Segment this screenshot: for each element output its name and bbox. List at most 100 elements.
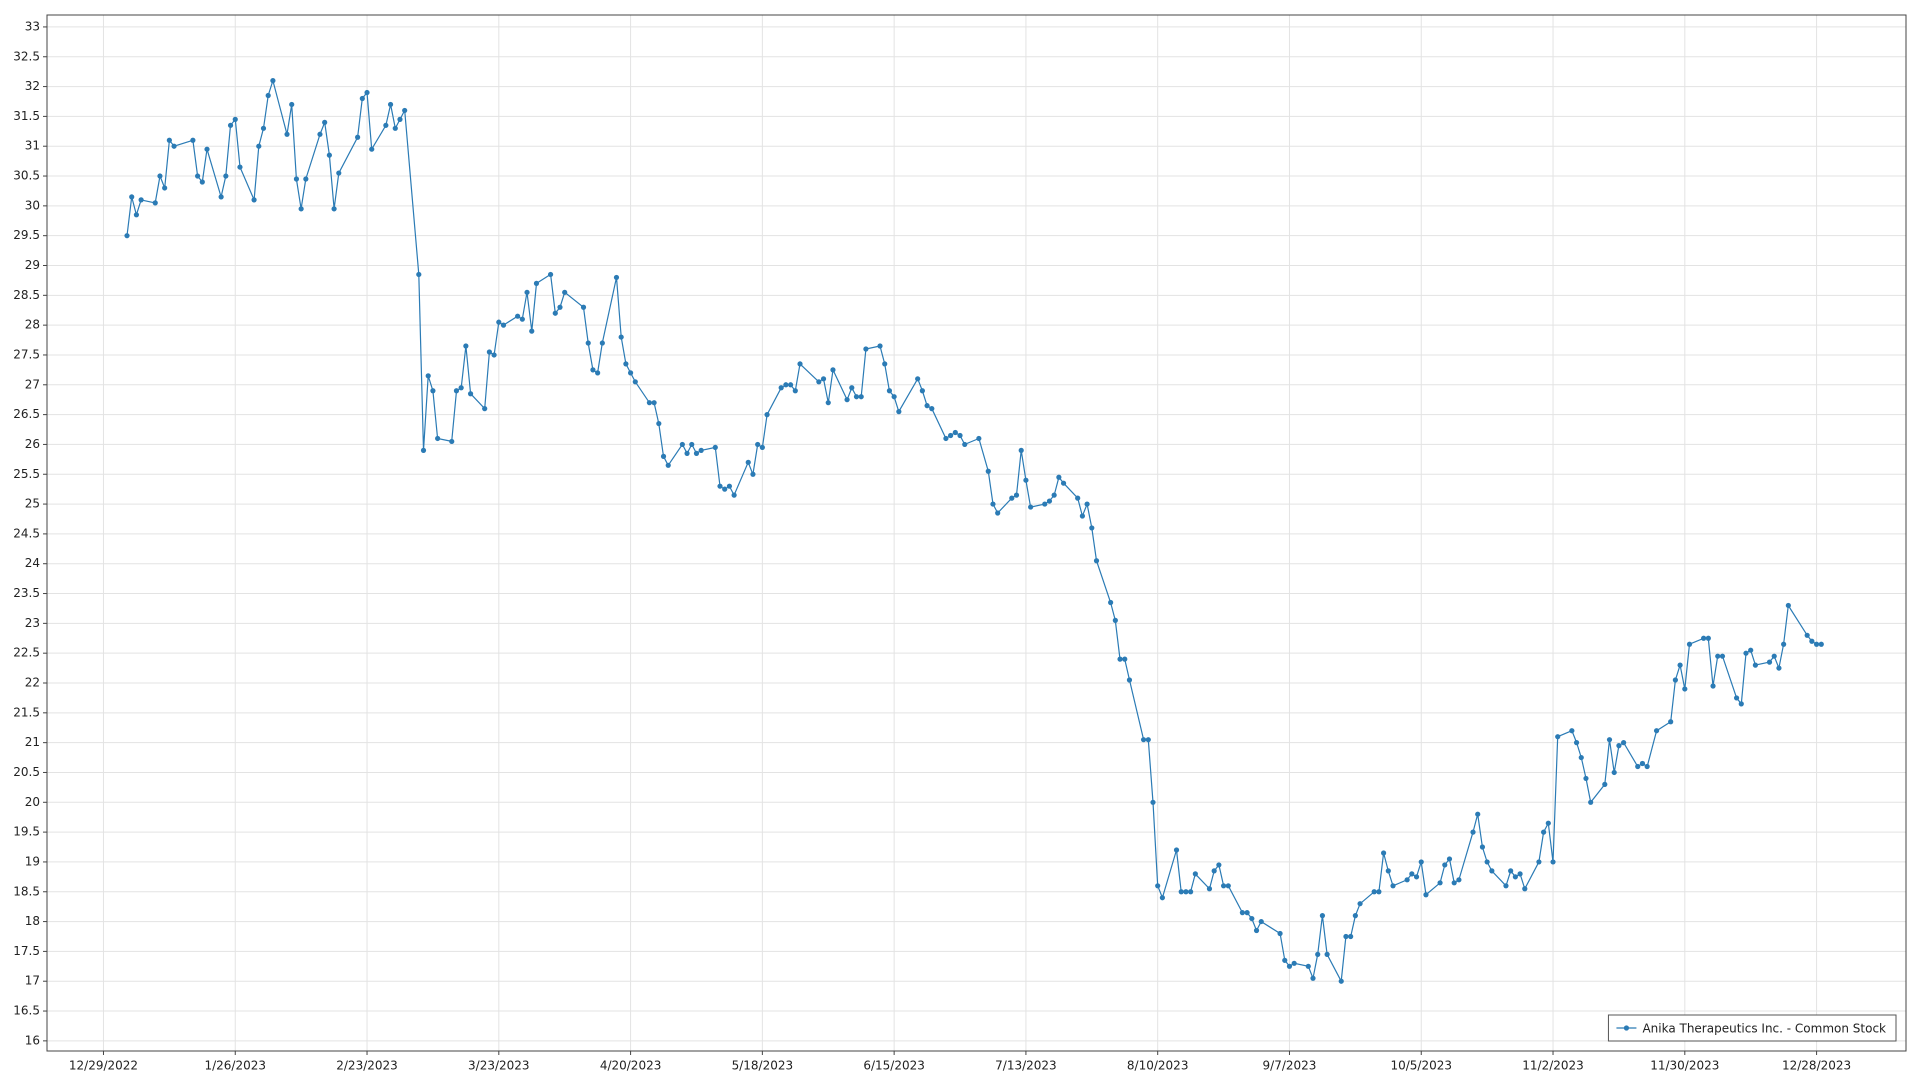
data-point <box>1042 501 1048 507</box>
data-point <box>627 370 634 376</box>
data-point <box>547 271 554 278</box>
data-point <box>387 101 394 108</box>
y-tick-label: 24 <box>25 556 40 570</box>
data-point <box>623 361 629 367</box>
data-point <box>1126 677 1133 683</box>
data-point <box>632 379 638 385</box>
data-point <box>1220 883 1227 889</box>
data-point <box>397 116 403 122</box>
data-point <box>656 420 662 427</box>
data-point <box>863 346 869 352</box>
data-point <box>1719 653 1726 659</box>
data-point <box>260 125 267 131</box>
data-point <box>1785 602 1791 609</box>
y-tick-label: 24.5 <box>13 526 40 540</box>
data-point <box>595 370 601 376</box>
data-point <box>580 304 587 310</box>
data-point <box>529 328 535 334</box>
data-point <box>1621 740 1627 746</box>
legend-box <box>1607 1014 1897 1042</box>
data-point <box>416 271 422 278</box>
data-point <box>1479 844 1486 850</box>
data-point <box>1418 859 1424 865</box>
data-point <box>458 385 464 391</box>
data-point <box>199 179 205 185</box>
data-point <box>1423 892 1429 898</box>
data-point <box>298 206 304 212</box>
data-point <box>1183 889 1189 895</box>
data-point <box>1446 856 1453 862</box>
data-point <box>1470 829 1476 835</box>
data-point <box>1733 695 1740 701</box>
data-point <box>1277 930 1283 937</box>
data-point <box>223 173 229 179</box>
data-point <box>1108 599 1114 606</box>
data-point <box>1225 883 1231 889</box>
x-tick-label: 11/30/2023 <box>1650 1059 1719 1073</box>
data-point <box>265 92 271 99</box>
data-point <box>1009 495 1015 501</box>
y-tick-label: 16 <box>25 1033 40 1047</box>
data-point <box>232 116 238 122</box>
data-point <box>1112 617 1118 623</box>
x-tick-label: 9/7/2023 <box>1263 1059 1317 1073</box>
data-point <box>1710 683 1716 689</box>
data-point <box>1206 886 1213 892</box>
x-tick-label: 10/5/2023 <box>1390 1059 1452 1073</box>
y-tick-label: 19.5 <box>13 825 40 839</box>
data-point <box>500 322 507 328</box>
data-point <box>948 432 954 439</box>
data-point <box>171 143 177 149</box>
data-point <box>1178 889 1184 895</box>
y-tick-label: 27.5 <box>13 347 40 361</box>
data-point <box>957 432 963 439</box>
data-point <box>1211 868 1217 874</box>
data-point <box>990 501 996 507</box>
data-point <box>392 125 398 131</box>
data-point <box>1512 874 1518 880</box>
data-point <box>1159 895 1165 901</box>
data-point <box>1079 513 1085 519</box>
data-point <box>227 122 234 128</box>
data-point <box>891 394 897 400</box>
data-point <box>133 212 140 218</box>
data-point <box>453 388 460 394</box>
data-point <box>519 316 525 322</box>
data-point <box>486 349 492 355</box>
data-point <box>293 176 300 182</box>
data-point <box>1404 877 1410 883</box>
data-point <box>152 200 158 206</box>
data-point <box>1818 641 1824 647</box>
data-point <box>1635 763 1641 770</box>
data-point <box>1075 495 1081 501</box>
data-point <box>830 367 836 373</box>
y-tick-label: 26 <box>25 437 40 451</box>
data-point <box>745 459 751 465</box>
data-point <box>1192 871 1198 877</box>
data-point <box>256 143 262 149</box>
data-point <box>1503 883 1509 889</box>
data-point <box>1644 763 1650 770</box>
data-point <box>449 438 455 445</box>
data-point <box>858 394 864 400</box>
data-point <box>792 388 798 394</box>
data-point <box>1578 754 1584 761</box>
y-tick-label: 30.5 <box>13 169 40 183</box>
data-point <box>237 164 243 170</box>
data-point <box>679 441 685 448</box>
x-tick-label: 11/2/2023 <box>1522 1059 1584 1073</box>
data-point <box>1089 525 1095 531</box>
data-point <box>1752 662 1758 668</box>
data-point <box>1701 635 1707 641</box>
data-point <box>355 134 361 140</box>
data-point <box>698 447 704 453</box>
data-point <box>1249 915 1255 922</box>
data-point <box>1244 910 1250 916</box>
data-point <box>1705 635 1711 641</box>
data-point <box>1550 859 1556 865</box>
series-line <box>126 78 1822 984</box>
data-point <box>251 197 257 203</box>
data-point <box>825 400 831 406</box>
data-point <box>1376 889 1382 895</box>
